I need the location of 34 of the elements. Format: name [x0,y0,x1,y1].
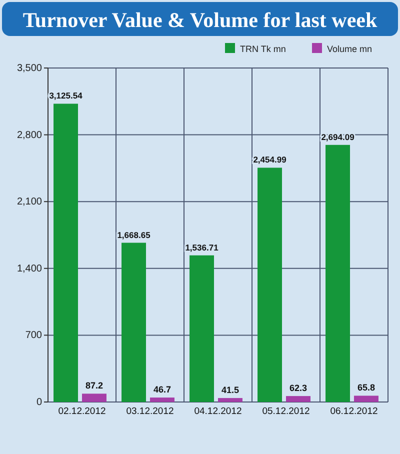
data-label: 65.8 [357,382,376,393]
bar [258,168,282,402]
chart-title: Turnover Value & Volume for last week [22,8,378,32]
y-tick-label: 700 [25,330,42,342]
data-label: 46.7 [153,384,172,395]
x-tick-label: 04.12.2012 [194,406,242,417]
bar [326,144,350,402]
data-label: 41.5 [221,385,240,396]
data-label: 2,454.99 [253,154,287,165]
y-tick-label: 2,800 [16,130,42,141]
y-tick-label: 1,400 [16,263,42,274]
data-label: 3,125.54 [49,90,83,101]
legend-label: Volume mn [327,44,372,54]
y-tick-label: 2,100 [16,196,42,208]
bar [286,396,310,402]
bar [122,242,146,402]
y-tick-label: 0 [36,397,42,408]
x-tick-label: 06.12.2012 [330,406,378,417]
bar [150,398,174,402]
y-tick-label: 3,500 [16,63,42,74]
bar [82,394,106,402]
x-tick-label: 05.12.2012 [262,406,310,417]
legend-label: TRN Tk mn [240,44,286,54]
data-label: 62.3 [289,383,308,394]
x-tick-label: 02.12.2012 [58,406,106,417]
bar [190,255,214,402]
data-label: 2,694.09 [321,132,355,142]
bar [354,396,378,402]
data-label: 87.2 [85,380,104,391]
x-tick-label: 03.12.2012 [126,406,174,417]
data-label: 1,536.71 [185,242,219,252]
bar [54,104,78,402]
data-label: 1,668.65 [117,230,151,240]
bar [218,398,242,402]
